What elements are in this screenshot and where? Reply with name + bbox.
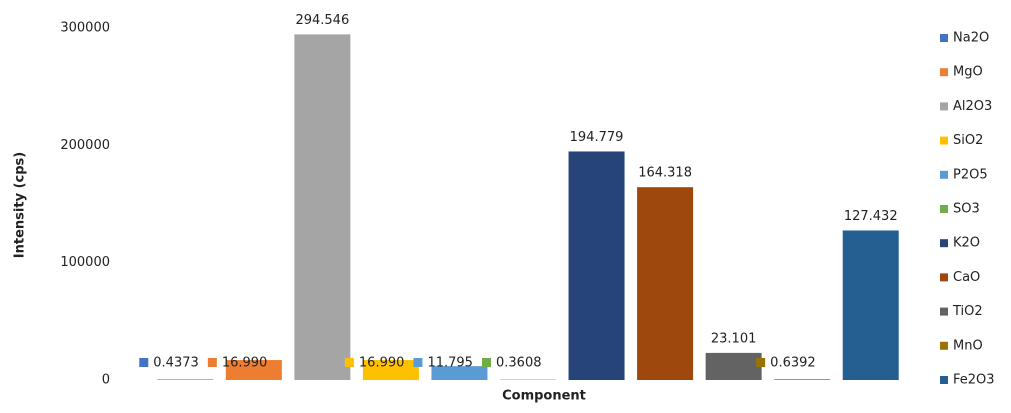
- legend-key: [940, 205, 948, 213]
- legend-key: [940, 308, 948, 316]
- y-axis-label: Intensity (cps): [13, 152, 28, 258]
- y-tick-label: 200000: [60, 138, 110, 153]
- legend-key: [940, 34, 948, 42]
- label-key: [208, 358, 217, 367]
- legend-label: Na2O: [953, 31, 989, 46]
- y-tick-label: 100000: [60, 255, 110, 270]
- y-tick-label: 300000: [60, 21, 110, 36]
- bar: [843, 230, 899, 380]
- bar: [569, 151, 625, 380]
- data-label: 0.3608: [496, 356, 542, 371]
- legend-key: [940, 171, 948, 179]
- legend-label: CaO: [953, 270, 980, 285]
- data-label: 127.432: [844, 209, 898, 224]
- data-label: 164.318: [638, 166, 692, 181]
- legend-key: [940, 137, 948, 145]
- data-label: 11.795: [427, 356, 473, 371]
- legend-key: [940, 68, 948, 76]
- legend-label: MgO: [953, 65, 983, 80]
- legend-label: MnO: [953, 338, 983, 353]
- bar: [706, 353, 762, 380]
- legend-label: K2O: [953, 236, 980, 251]
- legend-key: [940, 239, 948, 247]
- legend-label: TiO2: [952, 304, 983, 319]
- x-axis-label: Component: [502, 389, 586, 404]
- data-label: 16.990: [222, 356, 268, 371]
- legend-label: Al2O3: [953, 99, 992, 114]
- label-key: [139, 358, 148, 367]
- legend-key: [940, 342, 948, 350]
- data-label: 294.546: [295, 13, 349, 28]
- label-key: [345, 358, 354, 367]
- legend-key: [940, 102, 948, 110]
- legend-label: SiO2: [953, 133, 983, 148]
- bar: [294, 34, 350, 380]
- data-label: 23.101: [711, 331, 757, 346]
- label-key: [482, 358, 491, 367]
- data-label: 0.6392: [770, 356, 816, 371]
- legend-key: [940, 376, 948, 384]
- label-key: [413, 358, 422, 367]
- data-label: 0.4373: [153, 356, 199, 371]
- bar: [637, 187, 693, 380]
- data-label: 16.990: [359, 356, 405, 371]
- legend-label: Fe2O3: [953, 373, 995, 388]
- label-key: [756, 358, 765, 367]
- legend-label: P2O5: [953, 167, 988, 182]
- y-tick-label: 0: [102, 373, 110, 388]
- data-label: 194.779: [570, 130, 624, 145]
- bar: [157, 379, 213, 380]
- legend-key: [940, 273, 948, 281]
- bar: [774, 379, 830, 380]
- legend-label: SO3: [953, 202, 980, 217]
